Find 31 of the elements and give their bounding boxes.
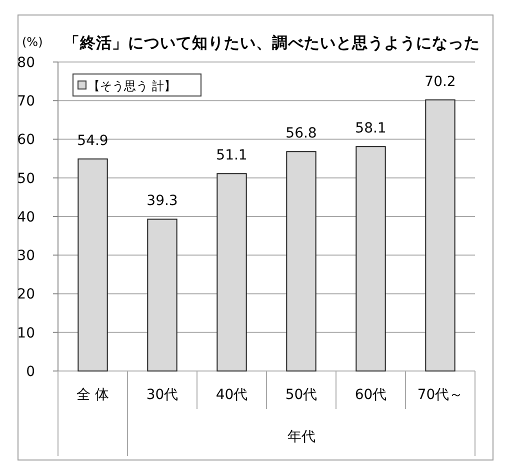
y-tick-label: 50 bbox=[17, 170, 35, 187]
y-tick-label: 70 bbox=[17, 94, 35, 110]
chart-title: 「終活」について知りたい、調べたいと思うようになった bbox=[64, 34, 480, 52]
y-tick-label: 20 bbox=[17, 286, 35, 303]
bar bbox=[78, 158, 108, 372]
bar bbox=[356, 146, 386, 372]
x-tick-label: 全 体 bbox=[76, 387, 109, 403]
y-tick-label: 30 bbox=[17, 248, 35, 264]
bar bbox=[147, 218, 178, 372]
x-tick-label: 70代～ bbox=[417, 387, 464, 403]
x-tick-label: 40代 bbox=[216, 387, 248, 403]
data-label: 39.3 bbox=[146, 193, 178, 210]
x-tick-label: 50代 bbox=[285, 387, 318, 403]
x-axis-title: 年代 bbox=[287, 429, 316, 445]
data-label: 54.9 bbox=[77, 132, 108, 149]
data-label: 56.8 bbox=[286, 126, 317, 142]
legend-label: 【そう思う 計】 bbox=[88, 79, 176, 93]
bar bbox=[286, 151, 316, 372]
x-tick-label: 30代 bbox=[146, 387, 178, 403]
y-tick-label: 0 bbox=[26, 364, 35, 380]
data-label: 51.1 bbox=[216, 148, 248, 164]
data-label: 70.2 bbox=[424, 74, 456, 90]
data-label: 58.1 bbox=[355, 120, 386, 137]
bar bbox=[425, 99, 456, 372]
y-tick-label: 60 bbox=[17, 132, 35, 148]
y-tick-label: 40 bbox=[17, 209, 35, 226]
y-axis-title: (%) bbox=[22, 35, 43, 49]
y-tick-label: 10 bbox=[17, 325, 35, 342]
bar bbox=[216, 173, 247, 372]
x-tick-label: 60代 bbox=[354, 387, 387, 403]
y-tick-label: 80 bbox=[17, 54, 35, 71]
